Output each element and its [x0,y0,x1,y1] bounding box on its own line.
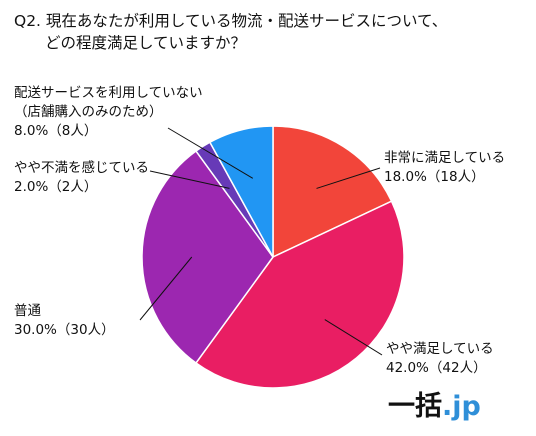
slice-name: やや満足している [386,341,494,357]
slice-value: 42.0%（42人） [386,360,487,376]
slice-name: 非常に満足している [384,150,506,166]
pie-slice-very-satisfied [272,125,393,259]
pie-slice-neutral [141,149,274,365]
ikkatsu-logo: 一括.jp [388,392,481,422]
slice-label-slightly-dissatisfied: やや不満を感じている 2.0%（2人） [14,159,149,197]
slice-label-neutral: 普通 30.0%（30人） [14,302,115,340]
slice-label-somewhat-satisfied: やや満足している 42.0%（42人） [386,340,494,378]
slice-label-not-using: 配送サービスを利用していない （店舗購入のみのため） 8.0%（8人） [14,84,203,141]
pie-slice-somewhat-satisfied [194,200,405,389]
pie-slice-not-using [208,125,274,258]
slice-name: 普通 [14,303,41,319]
slice-label-very-satisfied: 非常に満足している 18.0%（18人） [384,149,505,187]
logo-text: 一括 [388,391,442,422]
leader-line-slightly-dissatisfied [149,170,230,189]
leader-line-neutral [139,256,193,321]
slice-name: やや不満を感じている [14,160,149,176]
leader-line-very-satisfied [316,167,381,189]
slice-value: 18.0%（18人） [384,169,485,185]
slice-value: 30.0%（30人） [14,322,115,338]
chart-title: Q2. 現在あなたが利用している物流・配送サービスについて、 どの程度満足してい… [14,12,448,52]
logo-accent: .jp [442,391,481,422]
slice-name-line-1: 配送サービスを利用していない [14,85,203,101]
slice-name-line-2: （店舗購入のみのため） [14,104,163,120]
leader-line-somewhat-satisfied [324,319,383,356]
leader-line-not-using [167,127,254,179]
slice-value: 2.0%（2人） [14,179,98,195]
slice-value: 8.0%（8人） [14,123,98,139]
